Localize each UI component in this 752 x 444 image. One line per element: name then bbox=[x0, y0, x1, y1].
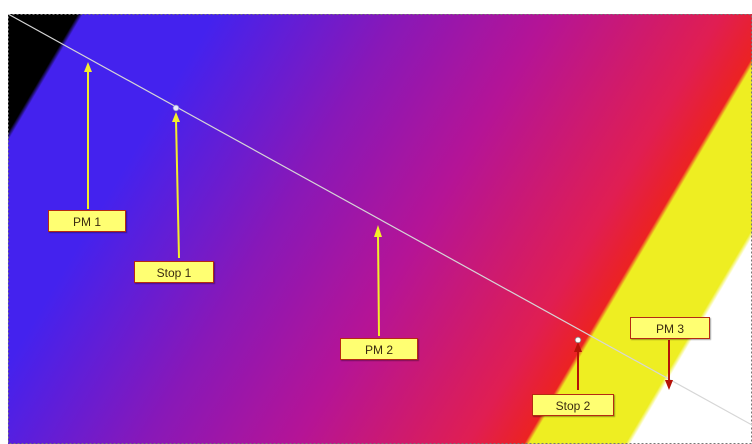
stop1-pointer bbox=[172, 112, 180, 259]
pm2-label: PM 2 bbox=[340, 338, 418, 360]
gradient-guide-line[interactable] bbox=[8, 14, 752, 426]
pm3-label: PM 3 bbox=[630, 317, 710, 339]
pm1-pointer bbox=[84, 62, 92, 209]
stop1-label: Stop 1 bbox=[134, 261, 214, 283]
pm1-label: PM 1 bbox=[48, 210, 126, 232]
stop2-pointer bbox=[574, 342, 582, 390]
gradient-fill bbox=[8, 14, 752, 444]
stop1-handle[interactable] bbox=[172, 104, 180, 112]
stop2-handle[interactable] bbox=[574, 336, 582, 344]
pm3-pointer bbox=[665, 340, 673, 390]
pm2-pointer bbox=[374, 225, 382, 337]
stop2-label: Stop 2 bbox=[532, 394, 614, 416]
